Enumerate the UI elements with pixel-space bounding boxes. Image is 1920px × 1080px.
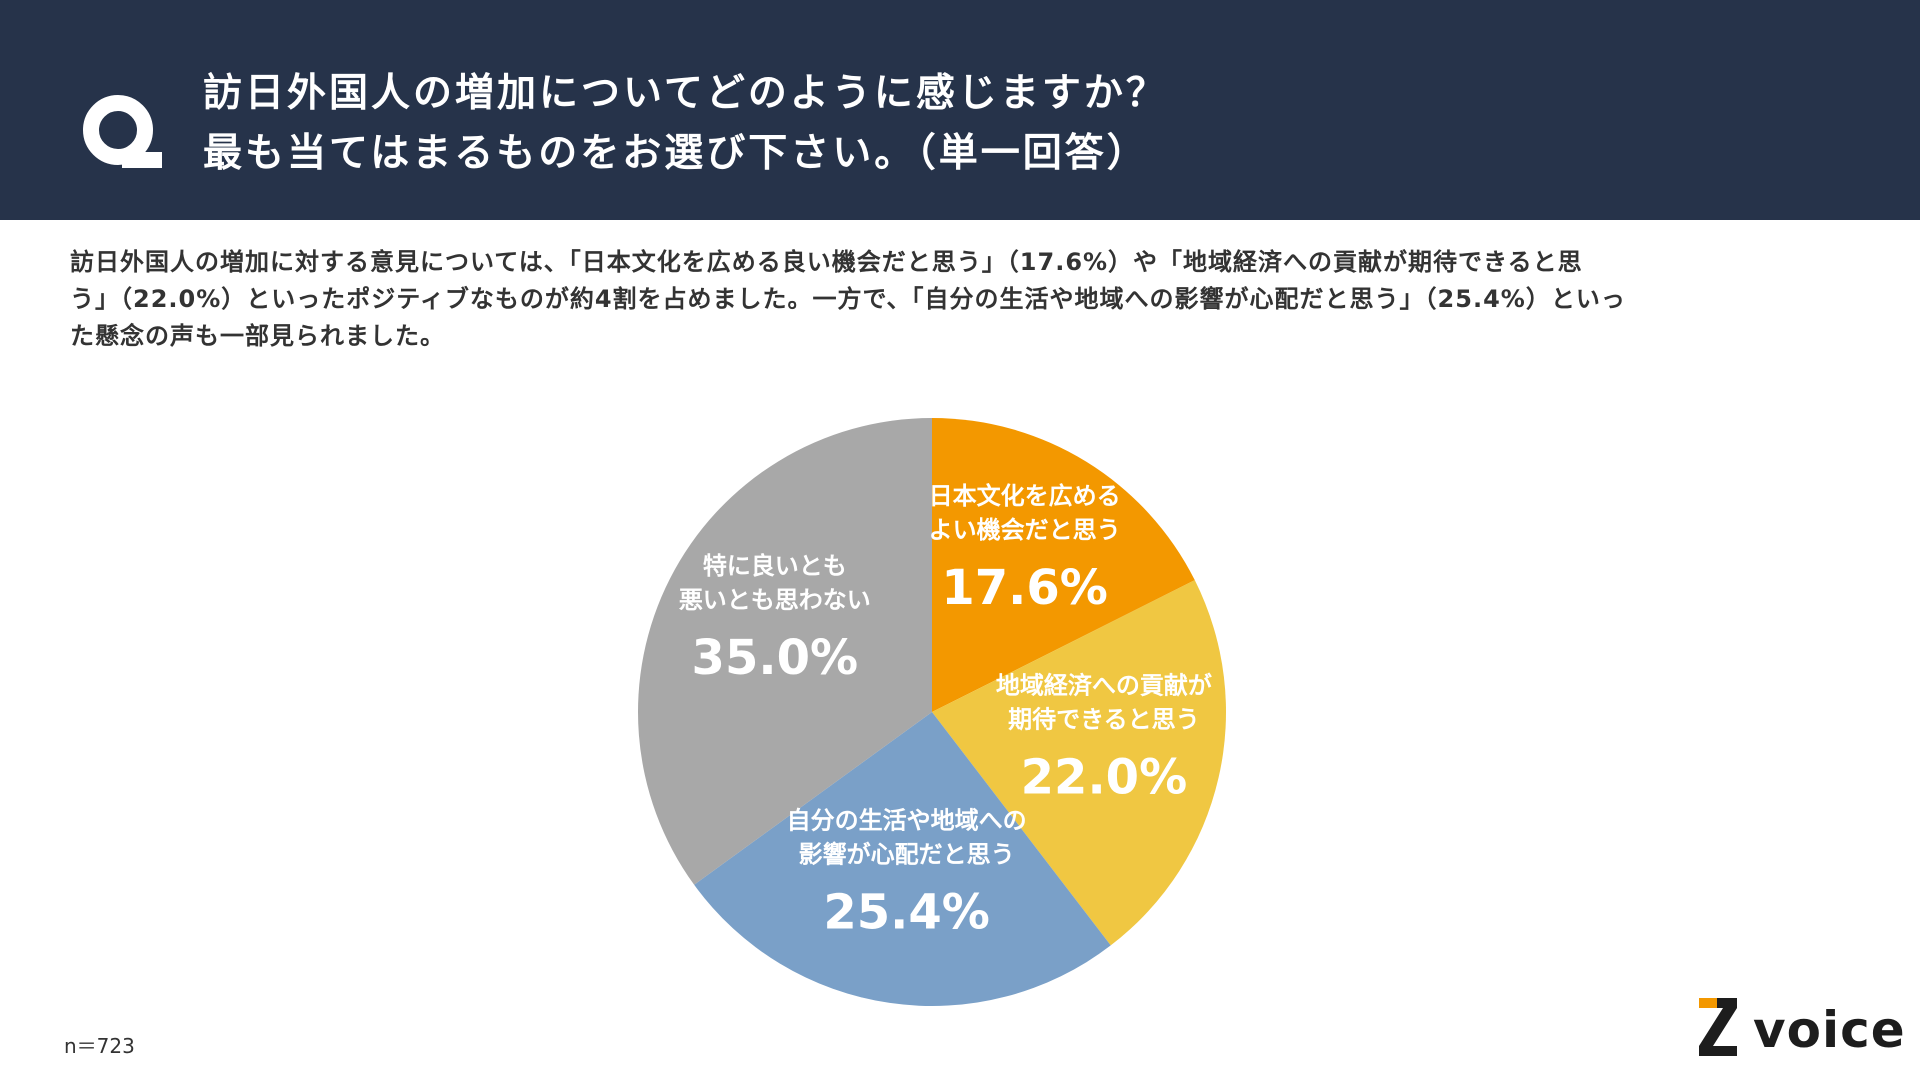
pie-slice-1 bbox=[932, 418, 1195, 712]
zvoice-logo: voice bbox=[1695, 996, 1905, 1062]
logo-text: voice bbox=[1753, 1001, 1906, 1059]
slice-2-label-line-1: 地域経済への貢献が bbox=[996, 672, 1212, 700]
sample-size: n＝723 bbox=[64, 1034, 135, 1058]
slice-1-label-line-2: よい機会だと思う bbox=[929, 516, 1121, 544]
slice-1-value: 17.6% bbox=[941, 560, 1108, 616]
slice-3-label-line-2: 影響が心配だと思う bbox=[799, 841, 1015, 869]
summary-text: 訪日外国人の増加に対する意見については、「日本文化を広める良い機会だと思う」（1… bbox=[70, 244, 1860, 355]
slice-3-label-line-1: 自分の生活や地域への bbox=[787, 807, 1027, 835]
pie-slice-3 bbox=[694, 712, 1111, 1007]
slice-1-label-line-1: 日本文化を広める bbox=[929, 482, 1121, 510]
question-line-2: 最も当てはまるものをお選び下さい。（単一回答） bbox=[203, 131, 1149, 176]
pie-slice-4 bbox=[638, 418, 932, 885]
slice-3-value: 25.4% bbox=[823, 885, 990, 941]
slice-4-label-line-1: 特に良いとも bbox=[703, 552, 847, 580]
summary-line-1: 訪日外国人の増加に対する意見については、「日本文化を広める良い機会だと思う」（1… bbox=[70, 248, 1583, 276]
summary-line-3: た懸念の声も一部見られました。 bbox=[70, 322, 445, 350]
slice-4-label-line-2: 悪いとも思わない bbox=[679, 586, 871, 614]
slice-2-label-line-2: 期待できると思う bbox=[1008, 706, 1200, 734]
question-header: 訪日外国人の増加についてどのように感じますか？ 最も当てはまるものをお選び下さい… bbox=[0, 0, 1920, 220]
q-icon bbox=[83, 95, 162, 168]
question-title: 訪日外国人の増加についてどのように感じますか？ 最も当てはまるものをお選び下さい… bbox=[203, 64, 1168, 184]
z-logo-icon bbox=[1699, 998, 1737, 1056]
pie-slice-2 bbox=[932, 580, 1226, 946]
slice-2-value: 22.0% bbox=[1021, 750, 1188, 806]
summary-line-2: う」（22.0%）といったポジティブなものが約4割を占めました。一方で、「自分の… bbox=[70, 285, 1626, 313]
pie-slices bbox=[638, 418, 1226, 1007]
question-line-1: 訪日外国人の増加についてどのように感じますか？ bbox=[203, 71, 1168, 116]
slice-4-value: 35.0% bbox=[692, 630, 859, 686]
